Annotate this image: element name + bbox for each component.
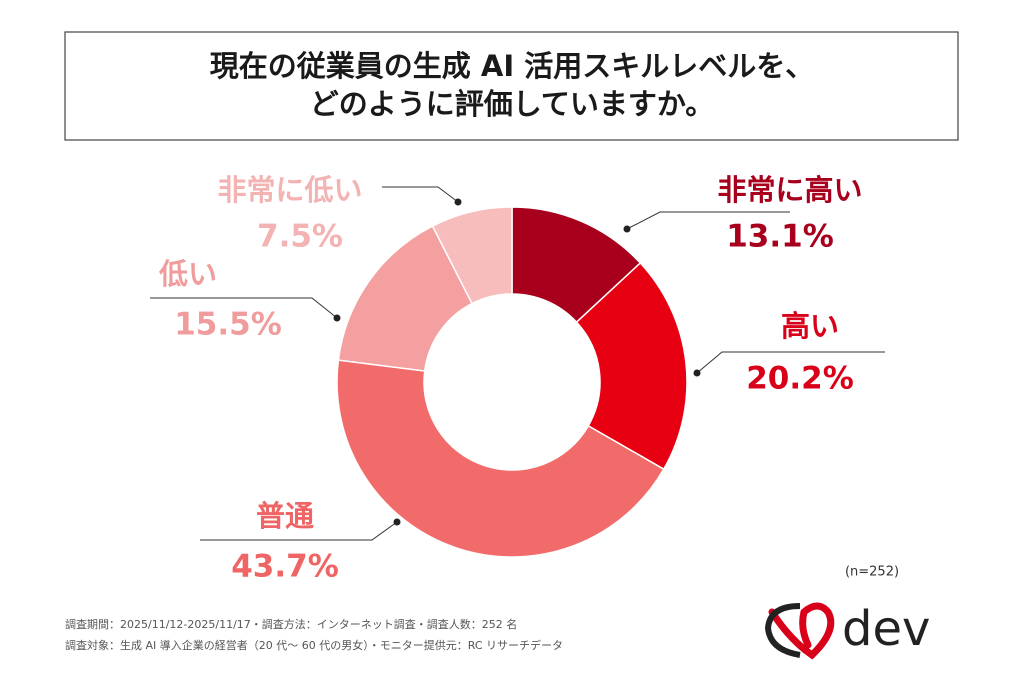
donut-slice	[431, 206, 513, 305]
donut-slice	[337, 225, 474, 372]
footnote: 調査期間：2025/11/12-2025/11/17・調査方法：インターネット調…	[65, 617, 517, 631]
chart-title: 現在の従業員の生成 AI 活用スキルレベルを、	[210, 49, 814, 83]
leader-line	[626, 211, 790, 230]
leader-dot	[623, 225, 631, 233]
donut-slice	[336, 359, 665, 558]
chart-title: どのように評価していますか。	[310, 87, 715, 121]
logo: dev	[764, 601, 930, 660]
leader-dot	[333, 314, 341, 322]
leader-dot	[693, 369, 701, 377]
leader-dot	[393, 518, 401, 526]
logo-mark	[764, 603, 801, 658]
value-label: 15.5%	[174, 307, 282, 343]
category-label: 非常に低い	[217, 173, 362, 207]
value-label: 13.1%	[726, 219, 834, 255]
leader-line	[200, 521, 398, 541]
category-label: 低い	[158, 257, 217, 291]
footnote: 調査対象：生成 AI 導入企業の経営者（20 代～ 60 代の男女）・モニター提…	[65, 638, 563, 652]
category-label: 高い	[781, 309, 839, 343]
donut-slice	[575, 261, 688, 471]
leader-line	[382, 186, 459, 203]
leader-line	[150, 297, 338, 319]
value-label: 7.5%	[257, 219, 343, 255]
category-label: 非常に高い	[717, 173, 862, 207]
logo-mark	[768, 602, 835, 660]
leader-line	[696, 351, 885, 374]
sample-note: (n=252)	[845, 565, 899, 580]
title-box	[64, 31, 959, 141]
value-label: 20.2%	[746, 361, 854, 397]
logo-text: dev	[842, 601, 930, 657]
leader-dot	[454, 198, 462, 206]
category-label: 普通	[256, 499, 314, 533]
value-label: 43.7%	[231, 549, 339, 585]
